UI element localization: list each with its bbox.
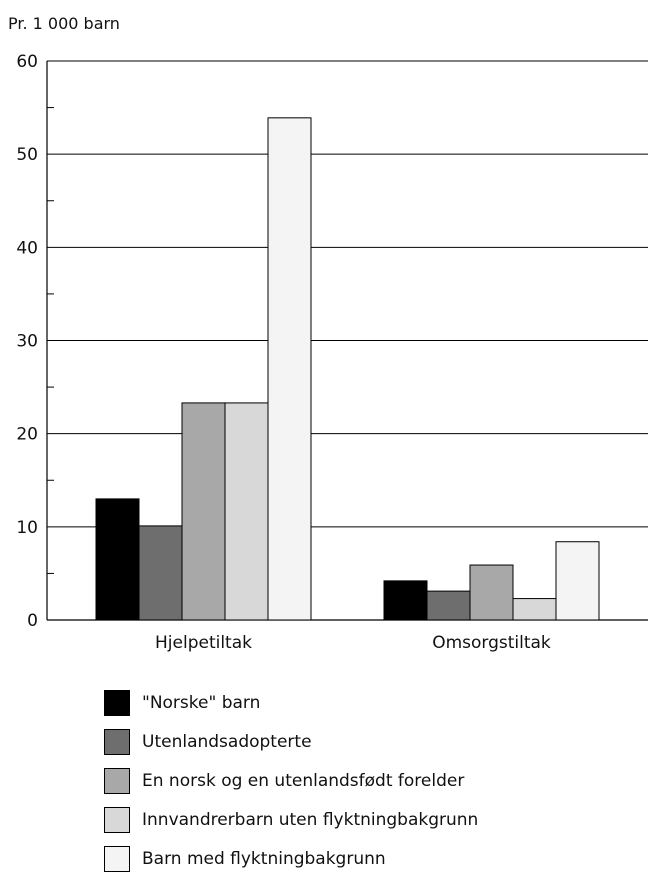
y-tick-label: 0	[27, 611, 38, 631]
legend-label: Barn med flyktningbakgrunn	[142, 848, 386, 869]
y-tick-label: 20	[16, 425, 38, 445]
legend-label: "Norske" barn	[142, 692, 261, 713]
bar	[383, 580, 428, 621]
bar	[95, 498, 140, 621]
x-category-label: Omsorgstiltak	[432, 633, 551, 653]
y-tick-label: 30	[16, 332, 38, 352]
legend-label: En norsk og en utenlandsfødt forelder	[142, 770, 465, 791]
bar	[469, 564, 514, 621]
legend-label: Utenlandsadopterte	[142, 731, 312, 752]
y-tick-label: 50	[16, 145, 38, 165]
bar	[512, 598, 557, 621]
x-category-label: Hjelpetiltak	[155, 633, 252, 653]
legend-swatch	[104, 767, 130, 794]
legend-swatch	[104, 845, 130, 872]
y-axis-unit-label: Pr. 1 000 barn	[8, 14, 120, 33]
bar	[181, 402, 226, 621]
legend-label: Innvandrerbarn uten flyktningbakgrunn	[142, 809, 479, 830]
legend-swatch	[104, 689, 130, 716]
y-tick-label: 40	[16, 238, 38, 258]
legend-item: En norsk og en utenlandsfødt forelder	[104, 761, 478, 800]
legend-swatch	[104, 806, 130, 833]
legend-item: "Norske" barn	[104, 683, 478, 722]
bar-chart: 0 10 20 30 40 50 60 Hjelpetiltak Omsorgstiltak	[16, 52, 648, 653]
legend-item: Barn med flyktningbakgrunn	[104, 839, 478, 878]
bar	[224, 402, 269, 621]
legend: "Norske" barn Utenlandsadopterte En nors…	[104, 683, 478, 878]
bar	[426, 590, 471, 621]
legend-item: Innvandrerbarn uten flyktningbakgrunn	[104, 800, 478, 839]
bar	[555, 541, 600, 621]
bar	[267, 117, 312, 621]
y-tick-label: 60	[16, 52, 38, 72]
legend-swatch	[104, 728, 130, 755]
bar	[138, 525, 183, 621]
legend-item: Utenlandsadopterte	[104, 722, 478, 761]
y-tick-label: 10	[16, 518, 38, 538]
